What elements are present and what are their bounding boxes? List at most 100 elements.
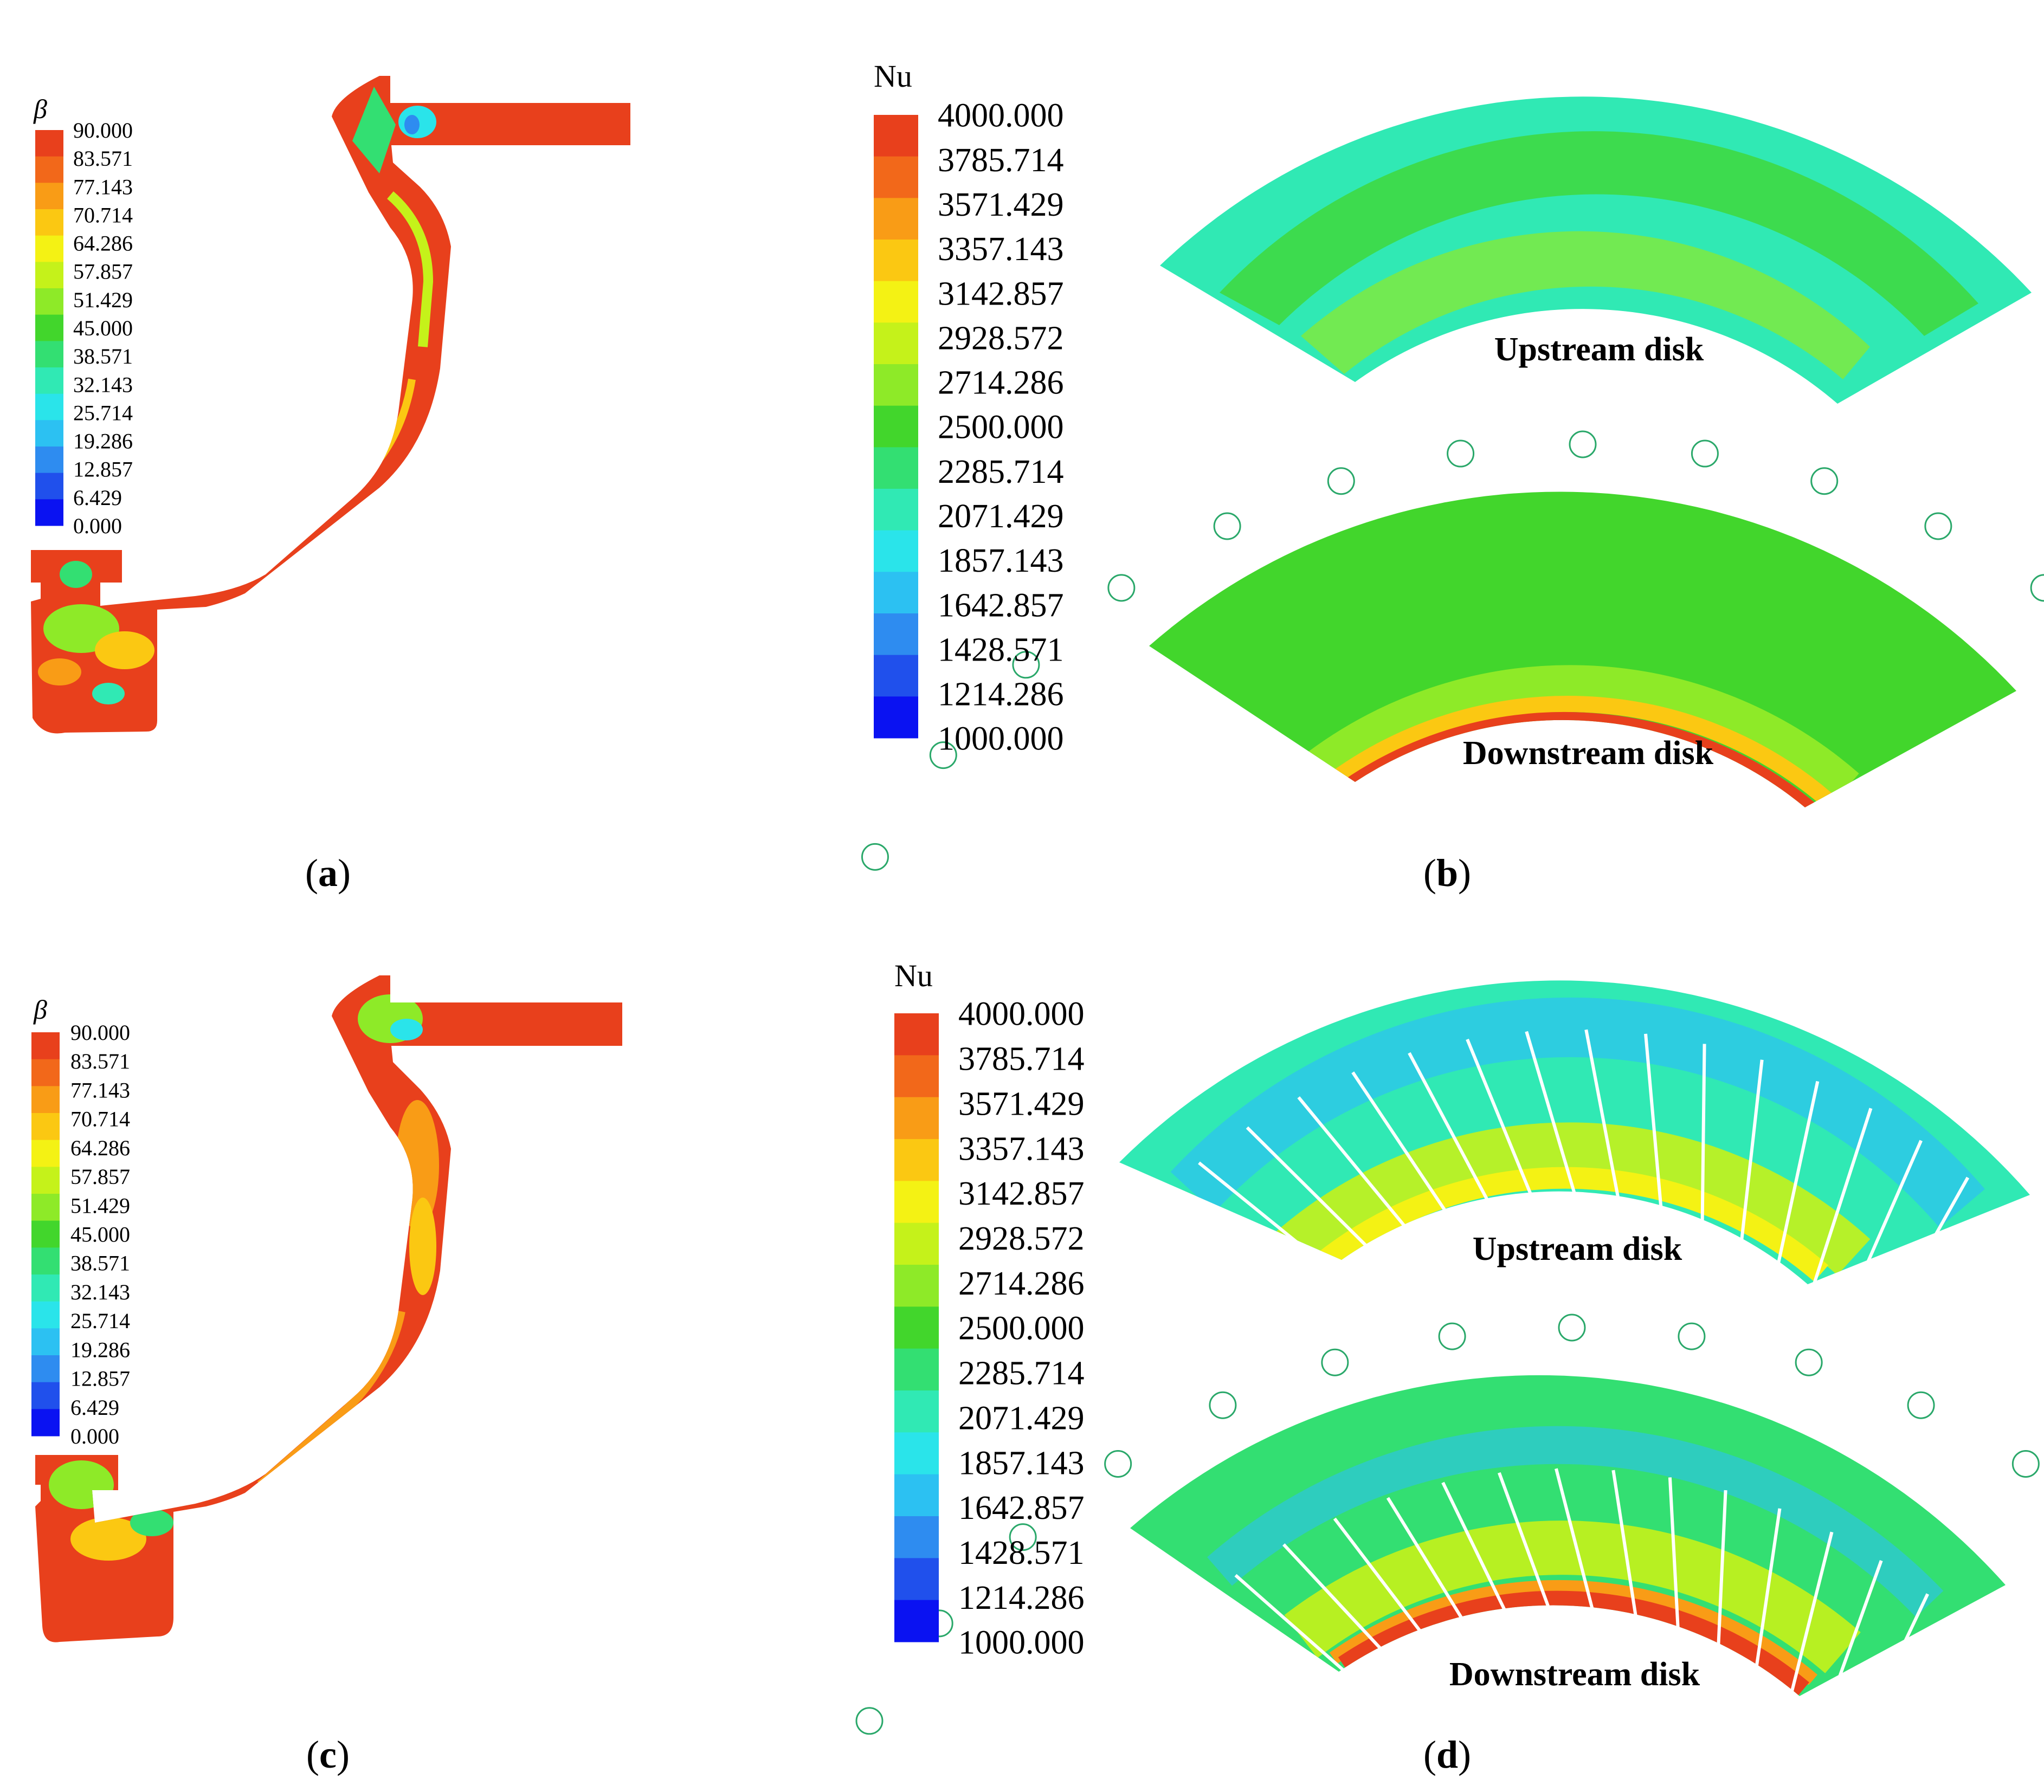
colorbar-swatch bbox=[35, 447, 63, 474]
colorbar-swatch bbox=[894, 1181, 939, 1224]
radial-fin bbox=[1735, 1059, 1764, 1283]
beta-colorbar-c: β 90.000 83.571 77.143 70.714 64.286 57.857 51.… bbox=[31, 994, 130, 1448]
colorbar-swatch bbox=[894, 1222, 939, 1265]
radial-fin bbox=[1466, 1038, 1554, 1248]
cooling-hole bbox=[1104, 1450, 1132, 1478]
cooling-hole bbox=[1009, 1523, 1037, 1551]
cooling-hole bbox=[2011, 1450, 2040, 1478]
colorbar-tick-label: 57.857 bbox=[73, 260, 133, 284]
colorbar-tick-label: 1214.286 bbox=[958, 1580, 1085, 1616]
colorbar-swatch bbox=[894, 1474, 939, 1517]
colorbar-tick-label: 90.000 bbox=[73, 118, 133, 143]
radial-fin bbox=[1234, 1574, 1389, 1711]
radial-fin bbox=[1408, 1052, 1516, 1252]
radial-fin bbox=[1112, 1692, 1299, 1779]
colorbar-tick-label: 45.000 bbox=[73, 316, 133, 340]
colorbar-tick-label: 1857.143 bbox=[938, 542, 1064, 579]
colorbar-tick-label: 77.143 bbox=[73, 174, 133, 199]
radial-fin bbox=[1351, 1071, 1479, 1260]
radial-fin bbox=[1498, 1472, 1571, 1665]
radial-fin bbox=[1811, 1560, 1883, 1752]
cooling-hole bbox=[1907, 1391, 1935, 1419]
colorbar-swatch bbox=[31, 1301, 60, 1329]
colorbar-swatch bbox=[894, 1139, 939, 1181]
beta-colorbar-a: β 90.000 83.571 77.143 70.714 64.286 57.857 51.… bbox=[33, 94, 133, 538]
colorbar-swatch bbox=[35, 288, 63, 315]
colorbar-tick-label: 19.286 bbox=[70, 1337, 130, 1362]
radial-fin bbox=[1525, 1031, 1592, 1247]
colorbar-swatch bbox=[31, 1220, 60, 1248]
panel-b-cooling-holes bbox=[861, 430, 2044, 871]
colorbar-swatch bbox=[874, 405, 918, 448]
colorbar-tick-label: 83.571 bbox=[70, 1049, 130, 1073]
colorbar-swatch bbox=[35, 156, 63, 183]
cooling-hole bbox=[1924, 512, 1952, 540]
panel-d-upstream-label: Upstream disk bbox=[1473, 1231, 1682, 1267]
radial-fin bbox=[1441, 1482, 1533, 1666]
colorbar-swatch bbox=[31, 1382, 60, 1409]
radial-fin bbox=[1918, 1672, 2011, 1792]
colorbar-tick-label: 12.857 bbox=[73, 457, 133, 482]
radial-fin bbox=[1149, 1649, 1327, 1754]
colorbar-tick-label: 2500.000 bbox=[938, 409, 1064, 446]
radial-fin bbox=[1555, 1468, 1609, 1666]
cooling-hole bbox=[1810, 467, 1839, 495]
colorbar-swatch bbox=[35, 183, 63, 210]
cooling-hole bbox=[1691, 439, 1719, 468]
radial-fin bbox=[1190, 1609, 1357, 1731]
colorbar-swatch bbox=[894, 1516, 939, 1558]
radial-fin bbox=[1113, 1245, 1314, 1353]
colorbar-swatch bbox=[874, 240, 918, 282]
colorbar-swatch bbox=[35, 130, 63, 157]
colorbar-swatch bbox=[874, 198, 918, 240]
colorbar-swatch bbox=[35, 209, 63, 236]
colorbar-tick-label: 2071.429 bbox=[938, 498, 1064, 535]
colorbar-tick-label: 1428.571 bbox=[938, 631, 1064, 668]
colorbar-tick-label: 1000.000 bbox=[938, 721, 1064, 758]
radial-fin bbox=[1668, 1477, 1682, 1681]
colorbar-swatch bbox=[874, 696, 918, 739]
colorbar-tick-label: 1214.286 bbox=[938, 676, 1064, 713]
colorbar-swatch bbox=[894, 1432, 939, 1475]
panel-b-upstream-label: Upstream disk bbox=[1494, 331, 1704, 368]
colorbar-tick-label: 3142.857 bbox=[938, 275, 1064, 312]
colorbar-swatch bbox=[35, 314, 63, 341]
radial-fin bbox=[1153, 1201, 1343, 1328]
radial-fin bbox=[1078, 1293, 1288, 1380]
colorbar-swatch bbox=[874, 613, 918, 656]
colorbar-swatch bbox=[31, 1059, 60, 1086]
colorbar-tick-label: 70.714 bbox=[73, 203, 133, 227]
colorbar-tick-label: 4000.000 bbox=[938, 98, 1064, 134]
colorbar-tick-label: 25.714 bbox=[70, 1309, 130, 1333]
colorbar-swatch bbox=[31, 1140, 60, 1167]
colorbar-swatch bbox=[31, 1247, 60, 1275]
panel-label-c: (c) bbox=[306, 1733, 350, 1776]
radial-fin bbox=[1246, 1126, 1408, 1287]
radial-fin bbox=[1644, 1033, 1667, 1258]
colorbar-swatch bbox=[874, 447, 918, 489]
colorbar-tick-label: 3571.429 bbox=[938, 186, 1064, 223]
colorbar-swatch bbox=[31, 1355, 60, 1383]
cooling-hole bbox=[1321, 1348, 1349, 1376]
colorbar-tick-label: 51.429 bbox=[73, 288, 133, 312]
colorbar-title: Nu bbox=[874, 59, 912, 94]
colorbar-title: β bbox=[33, 94, 47, 124]
colorbar-tick-label: 1428.571 bbox=[958, 1535, 1085, 1571]
colorbar-title: Nu bbox=[894, 958, 933, 993]
colorbar-swatch bbox=[874, 156, 918, 198]
cooling-hole bbox=[1327, 467, 1355, 495]
panel-label-a: (a) bbox=[305, 851, 351, 895]
colorbar-swatch bbox=[894, 1013, 939, 1056]
colorbar-swatch bbox=[874, 322, 918, 365]
colorbar-swatch bbox=[894, 1348, 939, 1391]
colorbar-tick-label: 70.714 bbox=[70, 1107, 130, 1131]
colorbar-tick-label: 3357.143 bbox=[938, 231, 1064, 268]
colorbar-swatch bbox=[35, 393, 63, 420]
colorbar-swatch bbox=[31, 1167, 60, 1194]
colorbar-tick-label: 3571.429 bbox=[958, 1085, 1085, 1122]
cooling-hole bbox=[1107, 574, 1136, 602]
colorbar-swatch bbox=[874, 489, 918, 531]
panel-label-d: (d) bbox=[1423, 1733, 1471, 1776]
cooling-hole bbox=[1678, 1322, 1706, 1350]
colorbar-tick-label: 77.143 bbox=[70, 1078, 130, 1102]
